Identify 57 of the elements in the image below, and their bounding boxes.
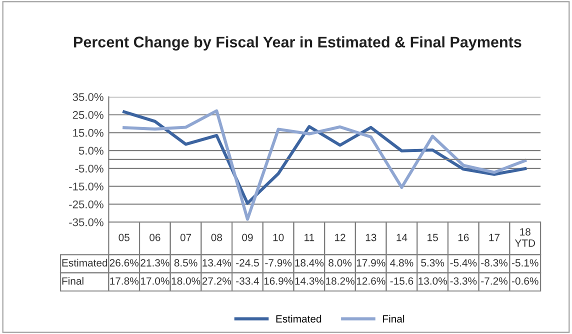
y-tick-label: 5.0% <box>78 146 104 155</box>
y-tick-label: 25.0% <box>72 111 104 119</box>
data-label: -8.3% <box>481 259 508 267</box>
data-label: 14.3% <box>295 277 324 285</box>
data-label: 4.8% <box>390 259 414 267</box>
y-tick-label: 35.0% <box>72 93 104 101</box>
data-label: 18.0% <box>172 277 200 285</box>
y-tick-label: 15.0% <box>73 128 104 137</box>
x-tick-label: 15 <box>428 234 438 242</box>
data-label: 27.2% <box>202 277 232 285</box>
data-label: 18.4% <box>295 259 324 267</box>
line-series <box>122 110 527 205</box>
data-label: -5.4% <box>450 259 477 267</box>
data-label: 8.5% <box>174 259 198 267</box>
x-tick-label: 16 <box>458 234 469 242</box>
data-label: -24.5 <box>236 259 259 267</box>
x-tick-label: 18 YTD <box>514 228 536 247</box>
x-tick-label: 14 <box>396 234 408 242</box>
y-tick-label: -25.0% <box>69 200 104 208</box>
legend-label: Final <box>383 314 404 323</box>
data-label: 13.4% <box>202 259 232 267</box>
x-tick-label: 09 <box>242 234 253 242</box>
x-tick-label: 12 <box>335 234 346 242</box>
x-tick-label: 17 <box>489 234 500 242</box>
data-label: -5.1% <box>512 259 538 267</box>
x-tick-label: 10 <box>273 234 284 242</box>
x-tick-label: 05 <box>118 234 130 242</box>
x-tick-label: 11 <box>304 234 314 242</box>
text: Final <box>62 277 84 285</box>
y-tick-label: -5.0% <box>75 164 104 173</box>
data-label: 12.6% <box>356 277 386 285</box>
text: Estimated <box>62 258 108 267</box>
data-label: 17.0% <box>140 277 170 285</box>
data-label: 16.9% <box>264 277 293 285</box>
data-label: -0.6% <box>512 277 538 285</box>
y-tick-label: -35.0% <box>69 218 104 226</box>
data-label: 21.3% <box>140 259 170 267</box>
data-label: 5.3% <box>421 259 444 267</box>
data-label: -7.2% <box>481 277 508 285</box>
data-label: -33.4 <box>236 277 260 285</box>
x-tick-label: 07 <box>180 234 192 242</box>
data-label: 18.2% <box>326 277 354 285</box>
chart-title: Percent Change by Fiscal Year in Estimated & Final Payments <box>74 36 522 51</box>
data-label: -3.3% <box>450 277 477 285</box>
data-label: -15.6 <box>390 277 414 285</box>
data-label: 17.8% <box>110 277 138 285</box>
data-label: 26.6% <box>110 259 138 267</box>
x-tick-label: 08 <box>211 234 222 242</box>
data-label: -7.9% <box>265 259 292 267</box>
legend-label: Estimated <box>276 314 322 323</box>
y-tick-label: -15.0% <box>69 182 104 190</box>
data-label: 13.0% <box>418 277 447 285</box>
data-label: 17.9% <box>356 259 386 267</box>
data-label: 8.0% <box>328 259 352 267</box>
x-tick-label: 06 <box>150 234 160 242</box>
line-series <box>122 109 527 221</box>
x-tick-label: 13 <box>366 234 376 242</box>
